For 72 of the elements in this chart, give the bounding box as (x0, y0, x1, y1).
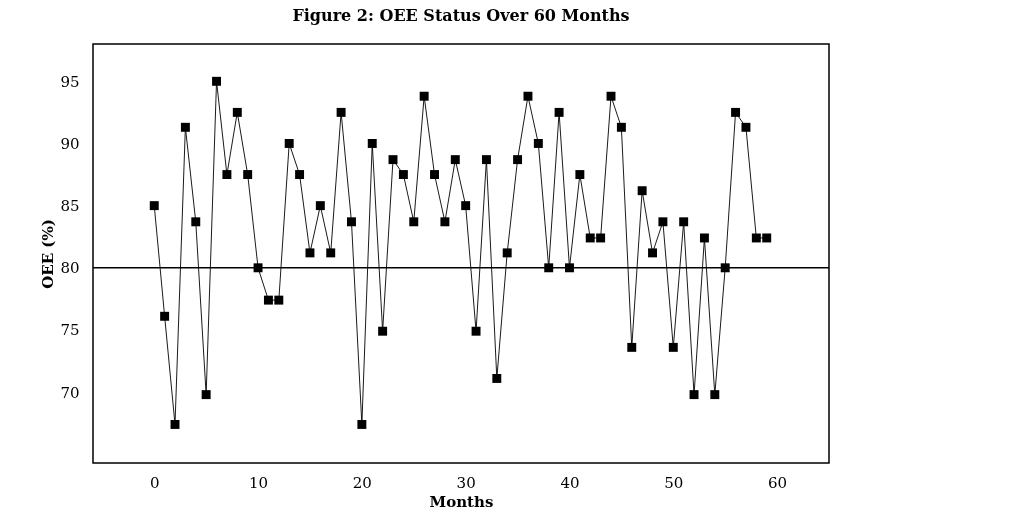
point (440, 217, 450, 227)
point (222, 170, 232, 180)
y-tick-label: 85 (60, 197, 80, 216)
point (481, 155, 491, 165)
point (450, 155, 460, 165)
point (731, 107, 741, 117)
point (689, 390, 699, 400)
point (648, 248, 657, 258)
x-tick-label: 50 (664, 473, 684, 492)
point (274, 295, 284, 305)
x-tick-label: 40 (560, 473, 580, 492)
point (637, 186, 647, 196)
point (741, 122, 751, 132)
point (502, 248, 512, 258)
x-tick-label: 0 (149, 473, 160, 492)
point (263, 295, 273, 305)
point (357, 419, 367, 429)
point (668, 342, 678, 352)
point (201, 390, 211, 400)
point (347, 217, 356, 227)
point (409, 217, 419, 227)
point (751, 233, 761, 243)
point (191, 217, 201, 227)
point (710, 390, 720, 400)
point (315, 201, 325, 211)
point (326, 248, 336, 258)
x-axis-title: Months (429, 492, 494, 511)
point (596, 233, 606, 243)
point (699, 233, 709, 243)
point (679, 217, 689, 227)
y-tick-label: 80 (60, 259, 80, 278)
point (492, 373, 502, 383)
point (180, 122, 190, 132)
point (762, 233, 772, 243)
point (471, 326, 481, 336)
point (378, 326, 388, 336)
point (160, 311, 170, 321)
point (388, 155, 398, 165)
point (575, 170, 585, 180)
point (606, 91, 616, 101)
point (284, 138, 294, 148)
point (149, 201, 159, 211)
x-tick-label: 60 (768, 473, 788, 492)
point (513, 155, 523, 165)
y-axis-title: OEE (%) (39, 219, 58, 289)
point (243, 170, 253, 180)
point (367, 138, 377, 148)
point (658, 217, 668, 227)
point (533, 138, 543, 148)
chart-title: Figure 2: OEE Status Over 60 Months (292, 6, 630, 25)
x-tick-label: 30 (456, 473, 476, 492)
point (419, 91, 429, 101)
point (523, 91, 533, 101)
point (585, 233, 595, 243)
point (461, 201, 471, 211)
point (295, 170, 305, 180)
point (398, 170, 408, 180)
x-tick-label: 20 (352, 473, 372, 492)
point (232, 107, 242, 117)
y-tick-label: 75 (60, 321, 80, 340)
y-tick-label: 70 (60, 383, 80, 402)
point (616, 122, 626, 132)
x-tick-label: 10 (249, 473, 269, 492)
point (212, 76, 221, 86)
y-tick-label: 95 (60, 72, 80, 91)
point (336, 107, 346, 117)
point (430, 170, 439, 180)
point (627, 342, 637, 352)
point (170, 419, 180, 429)
point (554, 107, 564, 117)
y-tick-label: 90 (60, 134, 80, 153)
point (305, 248, 315, 258)
